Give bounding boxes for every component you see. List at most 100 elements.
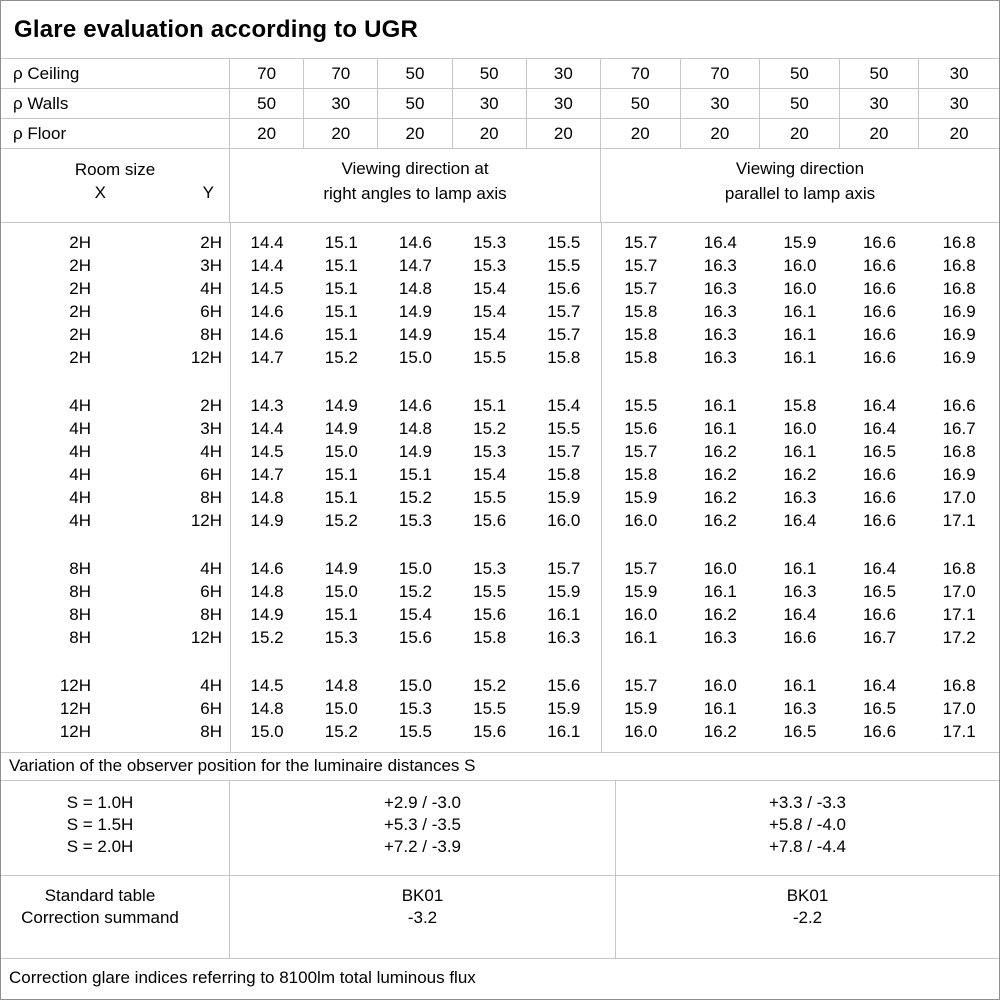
reflectance-value: 20 bbox=[681, 119, 761, 148]
summary-section: Standard table Correction summand BK01 -… bbox=[1, 876, 999, 959]
ugr-value: 14.5 bbox=[250, 442, 284, 461]
ugr-value: 15.4 bbox=[547, 396, 581, 415]
ugr-value: 16.4 bbox=[703, 233, 737, 252]
ugr-value: 16.1 bbox=[547, 605, 581, 624]
ugr-value: 15.0 bbox=[250, 722, 284, 741]
ugr-value: 15.0 bbox=[398, 559, 433, 578]
ugr-row-group: 2H 2H 14.4 15.1 14.6 15.3 15.5 15.7 16.4 15.9 16.6… bbox=[1, 231, 999, 369]
ugr-value: 14.6 bbox=[398, 396, 433, 415]
ugr-value: 17.0 bbox=[942, 699, 976, 718]
ugr-row: 8H 8H 14.9 15.1 15.4 15.6 16.1 16.0 16.2 16.4 16.6… bbox=[1, 603, 999, 626]
ugr-value: 15.5 bbox=[473, 488, 507, 507]
reflectance-row: ρ Walls 50 30 50 30 30 50 30 50 30 30 bbox=[1, 89, 999, 119]
ugr-value: 16.1 bbox=[703, 396, 737, 415]
ugr-value: 17.1 bbox=[942, 511, 976, 530]
ugr-value: 15.7 bbox=[547, 442, 581, 461]
ugr-value: 16.3 bbox=[703, 279, 737, 298]
ugr-value: 16.7 bbox=[862, 628, 897, 647]
ugr-value: 14.4 bbox=[250, 256, 284, 275]
ugr-value: 15.7 bbox=[547, 559, 581, 578]
ugr-value: 16.3 bbox=[703, 628, 737, 647]
ugr-row: 2H 2H 14.4 15.1 14.6 15.3 15.5 15.7 16.4 15.9 16.6… bbox=[1, 231, 999, 254]
ugr-value: 14.4 bbox=[250, 233, 284, 252]
ugr-value: 15.5 bbox=[473, 582, 507, 601]
ugr-row: 12H 8H 15.0 15.2 15.5 15.6 16.1 16.0 16.2 16.5 16.… bbox=[1, 720, 999, 743]
ugr-value: 16.1 bbox=[547, 722, 581, 741]
ugr-value: 16.6 bbox=[862, 302, 897, 321]
ugr-value: 14.9 bbox=[398, 325, 433, 344]
parallel-variation-value: +7.8 / -4.4 bbox=[768, 837, 847, 856]
ugr-value: 17.1 bbox=[942, 605, 976, 624]
ugr-value: 15.1 bbox=[324, 233, 358, 252]
variation-title: Variation of the observer position for t… bbox=[1, 753, 999, 781]
ugr-value: 14.8 bbox=[250, 488, 284, 507]
reflectance-value: 20 bbox=[949, 123, 969, 143]
ugr-value: 15.1 bbox=[473, 396, 507, 415]
ugr-value: 16.1 bbox=[703, 699, 737, 718]
ugr-value: 16.6 bbox=[862, 348, 897, 367]
ugr-value: 15.6 bbox=[624, 419, 658, 438]
ugr-value: 15.0 bbox=[324, 582, 358, 601]
reflectance-value: 20 bbox=[304, 119, 379, 148]
ugr-row: 8H 6H 14.8 15.0 15.2 15.5 15.9 15.9 16.1 16.3 16.5… bbox=[1, 580, 999, 603]
ugr-row: 4H 12H 14.9 15.2 15.3 15.6 16.0 16.0 16.2 16.4 16.… bbox=[1, 509, 999, 532]
header-line: parallel to lamp axis bbox=[724, 184, 876, 203]
ugr-value: 16.7 bbox=[942, 419, 976, 438]
reflectance-value: 30 bbox=[304, 89, 379, 118]
ugr-value: 16.0 bbox=[703, 676, 737, 695]
ugr-value: 15.3 bbox=[473, 256, 507, 275]
room-y-value: 8H bbox=[200, 325, 222, 344]
reflectance-table: ρ Ceiling 70 70 50 50 30 70 70 50 50 30 ρ Walls 50 30… bbox=[1, 59, 999, 149]
ugr-value: 16.3 bbox=[783, 582, 817, 601]
reflectance-value: 20 bbox=[760, 119, 840, 148]
room-x-value: 2H bbox=[69, 348, 91, 367]
x-column-label: X bbox=[94, 183, 106, 202]
ugr-value: 16.0 bbox=[783, 419, 817, 438]
reflectance-row: ρ Ceiling 70 70 50 50 30 70 70 50 50 30 bbox=[1, 59, 999, 89]
observer-variation-section: S = 1.0H S = 1.5H S = 2.0H +2.9 / -3.0 +5.3… bbox=[1, 781, 999, 876]
ugr-value: 15.6 bbox=[547, 676, 581, 695]
room-y-value: 2H bbox=[200, 396, 222, 415]
s-distance-label: S = 1.0H bbox=[66, 793, 134, 812]
ugr-value: 15.1 bbox=[324, 465, 358, 484]
column-header-row: Room size X Y Viewing direction at right… bbox=[1, 149, 999, 223]
ugr-value: 16.8 bbox=[942, 256, 976, 275]
ugr-value: 15.8 bbox=[624, 465, 658, 484]
room-y-value: 4H bbox=[200, 442, 222, 461]
ugr-value: 15.7 bbox=[624, 676, 658, 695]
ugr-value: 16.6 bbox=[862, 465, 897, 484]
reflectance-value: 50 bbox=[453, 59, 527, 88]
parallel-variation-value: +3.3 / -3.3 bbox=[768, 793, 847, 812]
standard-table-value-right-angles: BK01 bbox=[401, 886, 444, 905]
room-y-value: 2H bbox=[200, 233, 222, 252]
ugr-value: 16.3 bbox=[703, 302, 737, 321]
ugr-value: 15.5 bbox=[624, 396, 658, 415]
ugr-value: 16.9 bbox=[942, 348, 976, 367]
ugr-value: 17.2 bbox=[942, 628, 976, 647]
room-x-value: 2H bbox=[69, 325, 91, 344]
ugr-value: 15.2 bbox=[250, 628, 284, 647]
ugr-value: 15.6 bbox=[473, 722, 507, 741]
ugr-row: 12H 4H 14.5 14.8 15.0 15.2 15.6 15.7 16.0 16.1 16.… bbox=[1, 674, 999, 697]
ugr-row: 2H 8H 14.6 15.1 14.9 15.4 15.7 15.8 16.3 16.1 16.6… bbox=[1, 323, 999, 346]
ugr-value: 16.0 bbox=[624, 511, 658, 530]
reflectance-value: 70 bbox=[601, 59, 681, 88]
viewing-direction-right-angles-header: Viewing direction at right angles to lam… bbox=[230, 149, 601, 222]
viewing-direction-parallel-header: Viewing direction parallel to lamp axis bbox=[601, 149, 999, 222]
room-y-value: 6H bbox=[200, 302, 222, 321]
ugr-value: 14.6 bbox=[250, 559, 284, 578]
reflectance-value: 30 bbox=[527, 89, 601, 118]
ugr-value: 15.2 bbox=[324, 348, 358, 367]
reflectance-value: 30 bbox=[681, 89, 761, 118]
room-x-value: 4H bbox=[69, 396, 91, 415]
ugr-value: 16.2 bbox=[703, 488, 737, 507]
ugr-row-group: 12H 4H 14.5 14.8 15.0 15.2 15.6 15.7 16.0 16.1 16.… bbox=[1, 674, 999, 743]
ugr-value: 15.5 bbox=[547, 256, 581, 275]
ugr-value: 16.4 bbox=[783, 605, 817, 624]
room-x-value: 8H bbox=[69, 605, 91, 624]
s-distance-label: S = 1.5H bbox=[66, 815, 134, 834]
ugr-value: 16.4 bbox=[862, 419, 897, 438]
ugr-value: 15.3 bbox=[324, 628, 358, 647]
ugr-value: 16.2 bbox=[703, 442, 737, 461]
ugr-value: 14.5 bbox=[250, 279, 284, 298]
